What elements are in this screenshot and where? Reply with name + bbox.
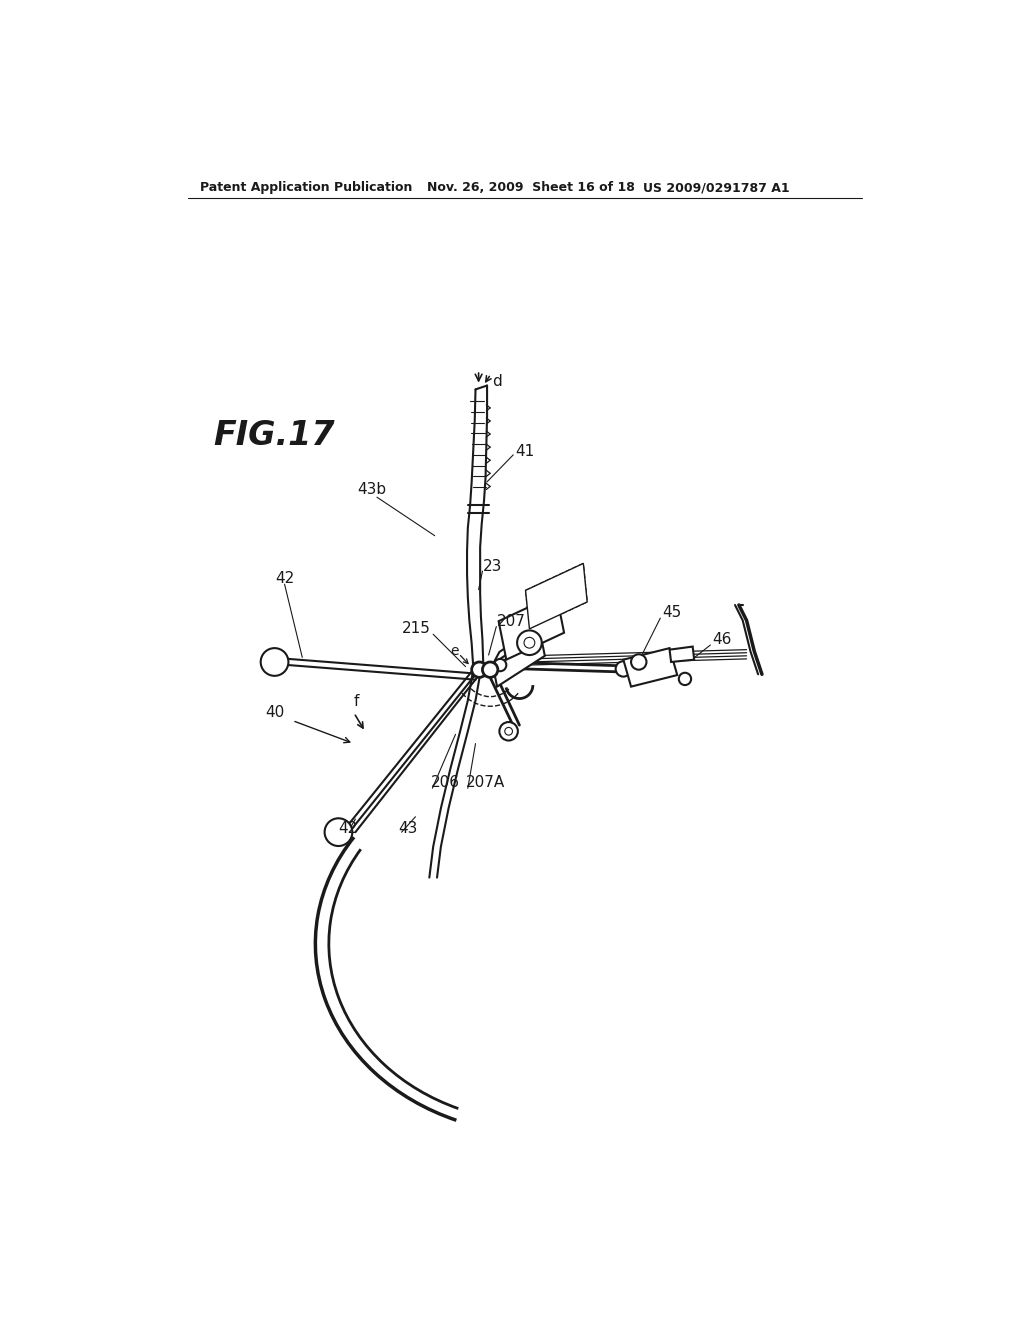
Circle shape [679,673,691,685]
Text: f: f [354,694,359,709]
Circle shape [482,663,498,677]
Circle shape [261,648,289,676]
Text: 40: 40 [265,705,285,721]
Polygon shape [670,647,694,663]
Polygon shape [525,564,587,628]
Text: 207A: 207A [466,775,505,789]
Text: Nov. 26, 2009  Sheet 16 of 18: Nov. 26, 2009 Sheet 16 of 18 [427,181,635,194]
Polygon shape [624,648,677,686]
Circle shape [472,663,487,677]
Text: 46: 46 [712,632,731,647]
Circle shape [631,655,646,669]
Polygon shape [499,594,564,660]
Circle shape [517,631,542,655]
Text: 23: 23 [483,558,503,574]
Polygon shape [525,564,587,628]
Text: Patent Application Publication: Patent Application Publication [200,181,413,194]
Circle shape [615,661,631,677]
Text: FIG.17: FIG.17 [214,420,335,453]
Text: 215: 215 [402,620,431,636]
Text: 42: 42 [339,821,357,836]
Text: e: e [451,644,459,659]
Polygon shape [494,626,540,664]
Text: 207: 207 [497,614,526,630]
Circle shape [505,727,512,735]
Text: 42: 42 [275,570,295,586]
Polygon shape [494,636,545,686]
Circle shape [524,638,535,648]
Text: 206: 206 [431,775,460,789]
Circle shape [494,659,506,671]
Text: d: d [493,374,502,389]
Circle shape [325,818,352,846]
Text: 43: 43 [398,821,418,836]
Text: 43b: 43b [357,482,387,498]
Text: 45: 45 [662,605,681,620]
Text: 41: 41 [515,444,535,458]
Circle shape [500,722,518,741]
Text: US 2009/0291787 A1: US 2009/0291787 A1 [643,181,790,194]
